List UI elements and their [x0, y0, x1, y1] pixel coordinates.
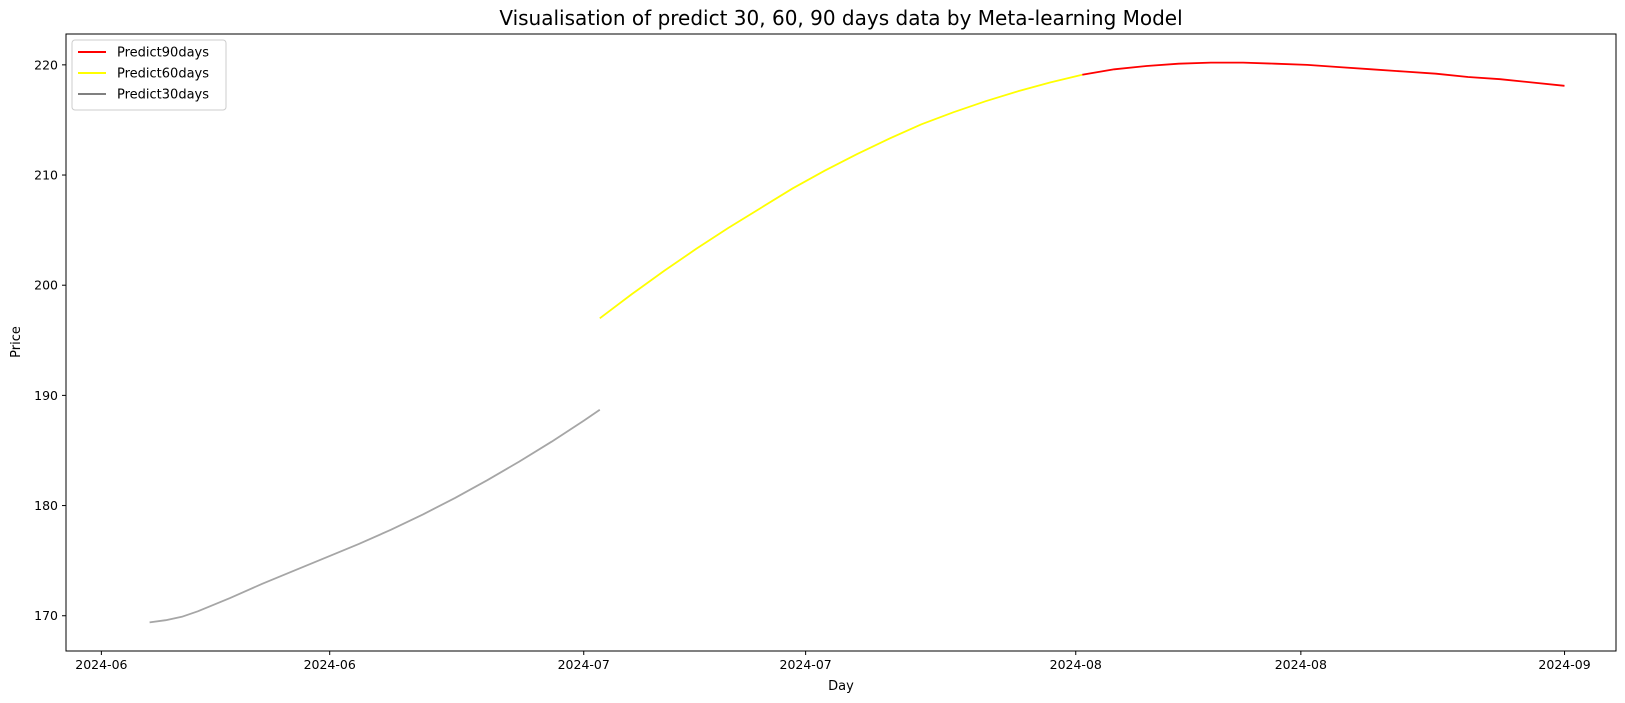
x-tick-label: 2024-08: [1050, 657, 1102, 672]
x-axis-label: Day: [828, 679, 854, 694]
y-tick-label: 190: [34, 388, 58, 403]
series-line-3: [149, 408, 601, 624]
plot-lines: [149, 61, 1565, 624]
legend-label: Predict90days: [117, 46, 209, 61]
x-tick-label: 2024-06: [304, 657, 356, 672]
x-axis-ticks: 2024-06 2024-06 2024-07 2024-07 2024-08 2024-…: [75, 651, 1591, 672]
series-line-1: [1082, 61, 1565, 87]
y-tick-label: 210: [34, 168, 58, 183]
x-tick-label: 2024-07: [780, 657, 832, 672]
x-tick-label: 2024-08: [1275, 657, 1327, 672]
legend-label: Predict60days: [117, 67, 209, 82]
legend-label: Predict30days: [117, 88, 209, 103]
x-tick-label: 2024-09: [1538, 657, 1590, 672]
plot-frame: [65, 33, 1617, 652]
legend: Predict90days Predict60days Predict30days: [71, 39, 227, 111]
legend-box: [71, 39, 227, 111]
y-tick-label: 220: [34, 57, 58, 72]
y-tick-label: 200: [34, 278, 58, 293]
y-axis-label: Price: [9, 326, 24, 358]
x-tick-label: 2024-07: [558, 657, 610, 672]
y-tick-label: 180: [34, 498, 58, 513]
y-axis-ticks: 170 180 190 200 210 220: [34, 57, 66, 623]
x-tick-label: 2024-06: [75, 657, 127, 672]
series-line-2: [599, 73, 1083, 320]
chart-title: Visualisation of predict 30, 60, 90 days…: [499, 6, 1182, 30]
y-tick-label: 170: [34, 608, 58, 623]
